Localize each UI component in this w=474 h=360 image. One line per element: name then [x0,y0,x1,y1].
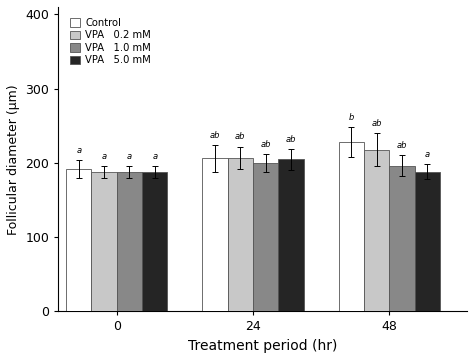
Y-axis label: Follicular diameter (μm): Follicular diameter (μm) [7,84,20,234]
Legend: Control, VPA   0.2 mM, VPA   1.0 mM, VPA   5.0 mM: Control, VPA 0.2 mM, VPA 1.0 mM, VPA 5.0… [67,15,154,68]
Bar [66,169,91,311]
Bar [117,172,142,311]
Text: a: a [127,152,132,161]
Bar [415,172,440,311]
Text: a: a [101,152,107,161]
Text: a: a [152,152,157,161]
Bar [91,172,117,311]
Bar [389,166,415,311]
Text: ab: ab [260,140,271,149]
Text: ab: ab [286,135,296,144]
Text: ab: ab [210,131,220,140]
Text: a: a [76,146,82,155]
X-axis label: Treatment period (hr): Treatment period (hr) [188,339,337,353]
Bar [253,163,278,311]
Text: b: b [348,113,354,122]
Bar [338,142,364,311]
Bar [278,159,303,311]
Text: a: a [425,150,430,159]
Text: ab: ab [397,141,407,150]
Bar [364,149,389,311]
Bar [202,158,228,311]
Bar [228,158,253,311]
Text: ab: ab [371,119,382,128]
Bar [142,172,167,311]
Text: ab: ab [235,132,246,141]
